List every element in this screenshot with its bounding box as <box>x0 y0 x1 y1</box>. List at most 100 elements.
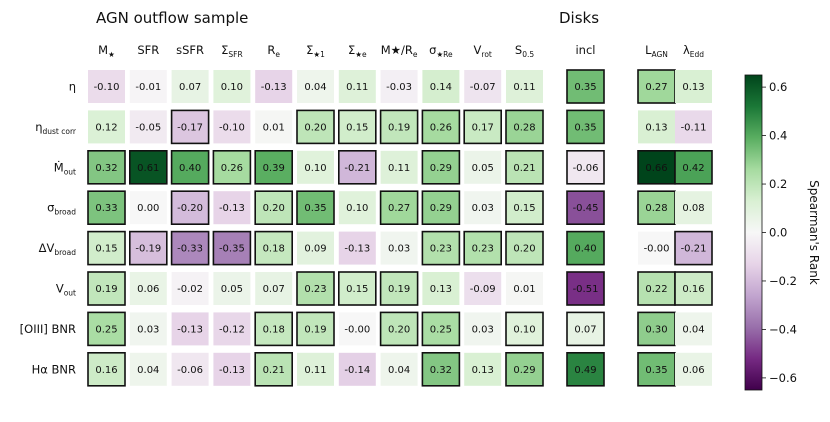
heatmap-cell: -0.05 <box>129 110 167 144</box>
cell-value-label: 0.28 <box>513 122 535 133</box>
cell-value-label: 0.10 <box>221 82 243 93</box>
heatmap-cell: -0.10 <box>88 70 125 103</box>
cell-rect <box>296 109 335 145</box>
cell-rect <box>212 230 252 266</box>
colorbar-tick-label: −0.2 <box>769 274 797 288</box>
heatmap-cell: 0.15 <box>337 271 377 306</box>
cell-value-label: 0.07 <box>179 82 201 93</box>
column-label: M★/Re <box>381 43 418 59</box>
cell-value-label: 0.10 <box>513 324 535 335</box>
cell-value-label: 0.04 <box>304 82 326 93</box>
cell-value-label: 0.19 <box>304 324 326 335</box>
cell-rect <box>379 190 419 225</box>
cell-value-label: 0.19 <box>388 122 410 133</box>
cell-rect <box>87 271 126 306</box>
cell-rect <box>297 352 334 386</box>
column-label: sSFR <box>176 43 204 57</box>
heatmap-cell: 0.13 <box>638 110 675 144</box>
cell-rect <box>637 351 676 387</box>
cell-rect <box>87 351 126 387</box>
heatmap-cell: -0.06 <box>171 352 209 386</box>
column-label: σ★Re <box>429 43 453 59</box>
cell-value-label: 0.35 <box>645 365 667 376</box>
cell-rect <box>129 272 167 305</box>
cell-rect <box>566 351 605 387</box>
heatmap-cell: 0.03 <box>129 312 167 346</box>
cell-rect <box>379 271 419 306</box>
heatmap-cell: 0.11 <box>338 70 376 103</box>
cell-rect <box>254 311 293 347</box>
cell-value-label: 0.22 <box>645 284 667 295</box>
row-label: [OIII] BNR <box>20 322 76 336</box>
cell-value-label: 0.13 <box>430 284 452 295</box>
cell-rect <box>129 150 168 185</box>
heatmap-cell: 0.14 <box>422 70 460 103</box>
cell-rect <box>296 190 335 225</box>
heatmap-cell: 0.13 <box>464 352 502 386</box>
cell-value-label: -0.03 <box>386 82 412 93</box>
heatmap-cell: 0.09 <box>297 231 334 265</box>
heatmap-cell: -0.45 <box>566 190 605 225</box>
heatmap-cell: 0.01 <box>506 272 543 305</box>
cell-rect <box>506 70 543 103</box>
cell-rect <box>637 271 676 306</box>
cell-value-label: -0.13 <box>219 203 245 214</box>
colorbar-tick-label: −0.4 <box>769 322 797 336</box>
cell-rect <box>674 271 713 306</box>
cell-rect <box>337 109 377 145</box>
cell-rect <box>464 352 502 386</box>
cell-rect <box>505 109 544 145</box>
cell-rect <box>674 230 713 266</box>
colorbar-tick-label: 0.4 <box>769 129 787 143</box>
cell-rect <box>213 110 251 144</box>
cell-rect <box>87 150 126 185</box>
cell-value-label: -0.14 <box>344 365 370 376</box>
cell-rect <box>171 272 209 305</box>
colorbar-label: Spearman's Rank <box>807 180 821 285</box>
cell-value-label: 0.32 <box>95 163 117 174</box>
cell-value-label: -0.12 <box>219 324 245 335</box>
cell-value-label: 0.03 <box>472 203 494 214</box>
heatmap-cell: -0.35 <box>212 230 252 266</box>
column-label: Re <box>267 43 280 59</box>
cell-rect <box>87 190 126 225</box>
cell-rect <box>421 190 461 225</box>
column-label: Σ★e <box>348 43 367 59</box>
cell-value-label: 0.30 <box>645 324 667 335</box>
row-label: ηdust corr <box>35 120 77 136</box>
cell-value-label: -0.35 <box>219 244 245 255</box>
heatmap-cell: 0.21 <box>254 351 293 387</box>
cell-rect <box>464 150 502 184</box>
column-label: Σ★1 <box>306 43 325 59</box>
heatmap-cell: 0.00 <box>129 191 167 225</box>
cell-value-label: 0.27 <box>388 203 410 214</box>
cell-rect <box>505 351 544 387</box>
cell-rect <box>380 70 418 103</box>
cell-rect <box>637 190 676 225</box>
cell-value-label: -0.13 <box>261 82 287 93</box>
cell-rect <box>213 352 251 386</box>
cell-value-label: 0.42 <box>682 163 704 174</box>
cell-rect <box>297 70 334 103</box>
row-label: Hα BNR <box>32 362 76 376</box>
cell-value-label: 0.15 <box>95 244 117 255</box>
cell-value-label: 0.15 <box>513 203 535 214</box>
cell-rect <box>213 312 251 346</box>
cell-value-label: 0.20 <box>263 203 285 214</box>
heatmap-cell: 0.17 <box>463 109 503 145</box>
column-label: SFR <box>137 43 159 57</box>
heatmap-cell: 0.19 <box>296 311 335 347</box>
cell-value-label: 0.07 <box>574 324 596 335</box>
cell-rect <box>505 311 544 347</box>
cell-value-label: 0.00 <box>137 203 159 214</box>
cell-rect <box>421 109 461 145</box>
column-label: M★ <box>98 43 115 59</box>
cell-value-label: 0.29 <box>430 163 452 174</box>
heatmap-cell: 0.19 <box>379 109 419 145</box>
cell-rect <box>87 311 126 347</box>
cell-value-label: 0.13 <box>472 365 494 376</box>
cell-rect <box>129 191 167 225</box>
cell-value-label: -0.20 <box>177 203 203 214</box>
cell-rect <box>171 70 209 103</box>
cell-value-label: -0.01 <box>135 82 161 93</box>
